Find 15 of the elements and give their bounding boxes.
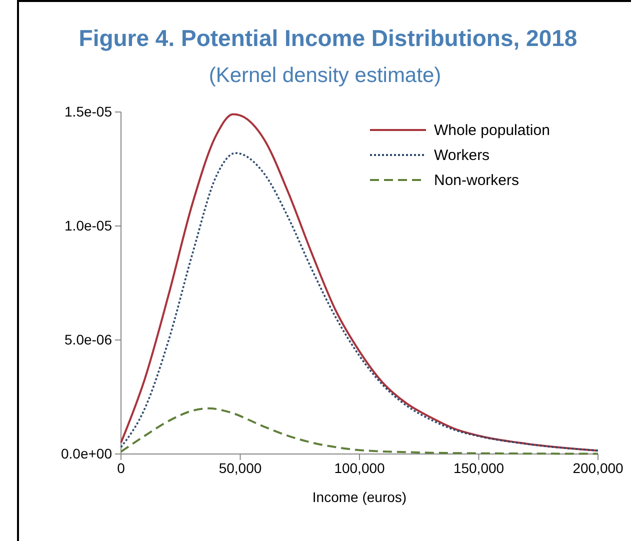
x-tick-label: 100,000 — [334, 460, 386, 476]
x-tick-label: 50,000 — [218, 460, 262, 476]
chart-title: Figure 4. Potential Income Distributions, 2018 — [78, 25, 578, 51]
y-tick-label: 1.0e-05 — [64, 217, 112, 234]
y-tick-label: 1.5e-05 — [64, 103, 112, 120]
x-axis-title: Income (euros) — [312, 489, 407, 505]
y-tick-label: 0.0e+00 — [61, 445, 112, 462]
legend-label: Non-workers — [434, 172, 520, 189]
legend-label: Workers — [434, 147, 490, 164]
x-tick-label: 150,000 — [453, 460, 504, 476]
y-tick-label: 5.0e-06 — [64, 331, 112, 348]
legend-label: Whole population — [434, 122, 550, 139]
chart-subtitle: (Kernel density estimate) — [208, 64, 442, 87]
x-tick-label: 0 — [117, 460, 126, 476]
x-tick-label: 200,000 — [572, 460, 624, 476]
